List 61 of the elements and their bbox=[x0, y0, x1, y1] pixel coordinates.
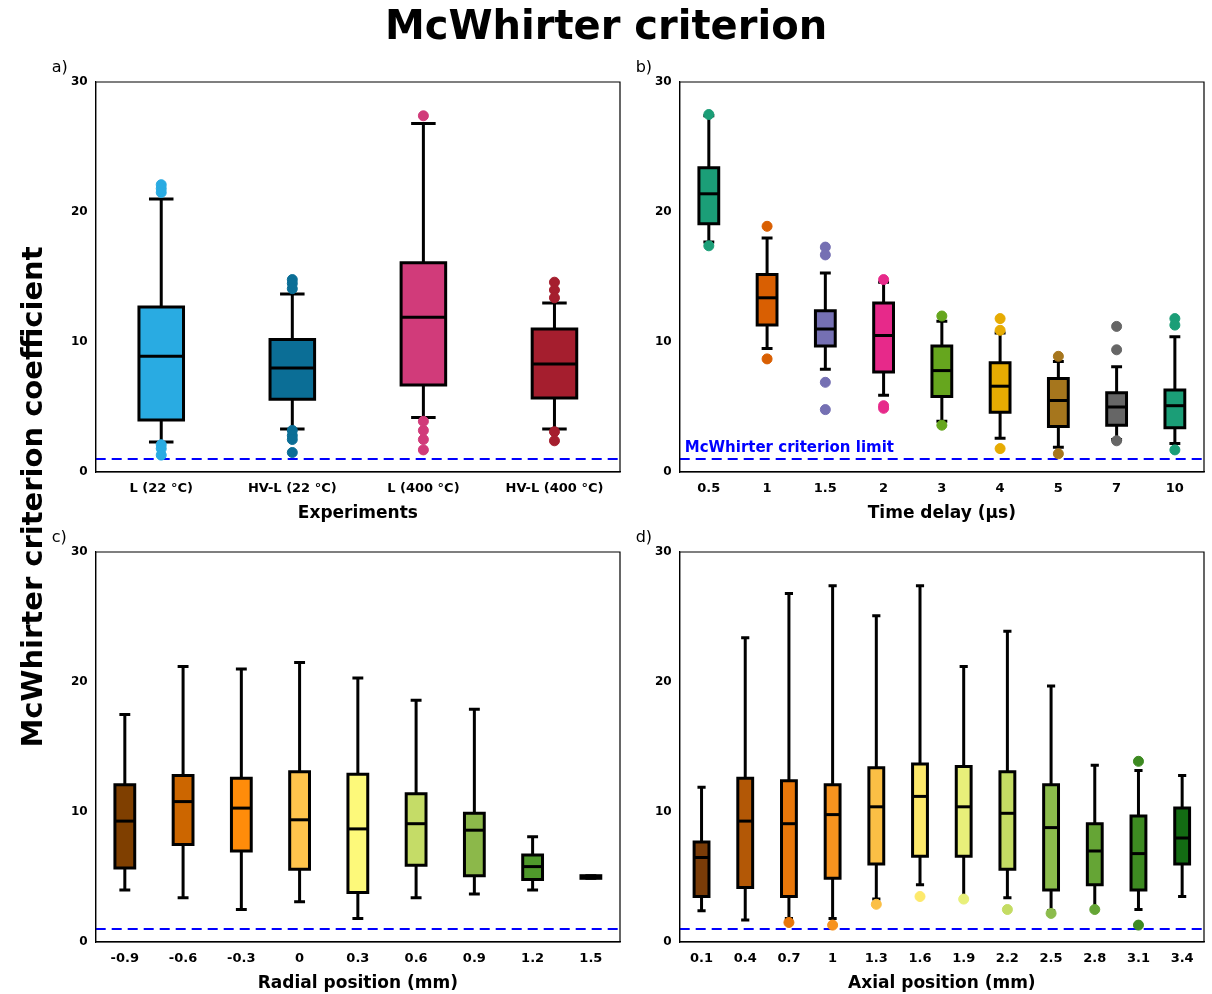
y-tick-label: 10 bbox=[655, 334, 672, 349]
y-tick-label: 10 bbox=[655, 804, 672, 819]
x-tick-label: HV-L (400 °C) bbox=[505, 480, 604, 496]
x-tick-label: 2 bbox=[879, 480, 889, 496]
x-tick-label: 1.5 bbox=[579, 950, 603, 966]
y-tick-label: 0 bbox=[663, 464, 672, 479]
x-tick-label: 2.2 bbox=[995, 950, 1019, 966]
x-tick-label: -0.9 bbox=[110, 950, 140, 966]
x-tick-label: -0.3 bbox=[227, 950, 256, 966]
text: b) bbox=[635, 57, 653, 77]
x-tick-label: 0.1 bbox=[690, 950, 714, 966]
x-tick-label: -0.6 bbox=[168, 950, 198, 966]
y-tick-label: 30 bbox=[71, 544, 88, 559]
x-tick-label: HV-L (22 °C) bbox=[247, 480, 337, 496]
text: a) bbox=[51, 57, 68, 77]
y-tick-label: 0 bbox=[663, 934, 672, 949]
x-tick-label: 2.5 bbox=[1039, 950, 1063, 966]
x-tick-label: 1 bbox=[828, 950, 838, 966]
x-tick-label: 1 bbox=[762, 480, 772, 496]
x-tick-label: 2.8 bbox=[1083, 950, 1107, 966]
x-tick-label: 0.3 bbox=[346, 950, 370, 966]
x-tick-label: 1.5 bbox=[813, 480, 837, 496]
y-tick-label: 20 bbox=[655, 674, 672, 689]
x-axis-title: Experiments bbox=[297, 502, 418, 523]
x-tick-label: 0.9 bbox=[462, 950, 486, 966]
text: d) bbox=[635, 527, 653, 547]
y-tick-label: 20 bbox=[71, 674, 88, 689]
x-tick-label: 0.6 bbox=[404, 950, 428, 966]
chart-title: McWhirter criterion bbox=[383, 2, 829, 48]
x-axis-title: Radial position (mm) bbox=[257, 972, 458, 993]
x-tick-label: 0.7 bbox=[777, 950, 801, 966]
x-tick-label: 0 bbox=[295, 950, 305, 966]
x-tick-label: 0.5 bbox=[697, 480, 721, 496]
y-tick-label: 20 bbox=[655, 204, 672, 219]
y-tick-label: 0 bbox=[79, 934, 88, 949]
ref-line-label: McWhirter criterion limit bbox=[684, 438, 894, 457]
x-tick-label: 1.9 bbox=[952, 950, 976, 966]
x-tick-label: 7 bbox=[1112, 480, 1122, 496]
y-tick-label: 10 bbox=[71, 804, 88, 819]
x-axis-title: Time delay (μs) bbox=[867, 502, 1016, 523]
x-tick-label: 1.2 bbox=[521, 950, 545, 966]
x-axis-title: Axial position (mm) bbox=[848, 972, 1036, 993]
y-tick-label: 20 bbox=[71, 204, 88, 219]
x-tick-label: L (400 °C) bbox=[387, 480, 460, 496]
y-axis-title: McWhirter criterion coefficient bbox=[15, 246, 49, 748]
x-tick-label: 5 bbox=[1053, 480, 1063, 496]
x-tick-label: L (22 °C) bbox=[129, 480, 193, 496]
x-tick-label: 3.4 bbox=[1170, 950, 1194, 966]
x-tick-label: 1.3 bbox=[864, 950, 888, 966]
x-tick-label: 3 bbox=[937, 480, 947, 496]
y-tick-label: 10 bbox=[71, 334, 88, 349]
y-tick-label: 30 bbox=[655, 544, 672, 559]
x-tick-label: 10 bbox=[1165, 480, 1184, 496]
y-tick-label: 30 bbox=[655, 74, 672, 89]
x-tick-label: 3.1 bbox=[1126, 950, 1150, 966]
x-tick-label: 1.6 bbox=[908, 950, 932, 966]
x-tick-label: 4 bbox=[995, 480, 1005, 496]
y-tick-label: 0 bbox=[79, 464, 88, 479]
y-tick-label: 30 bbox=[71, 74, 88, 89]
text: c) bbox=[51, 527, 67, 547]
x-tick-label: 0.4 bbox=[733, 950, 757, 966]
